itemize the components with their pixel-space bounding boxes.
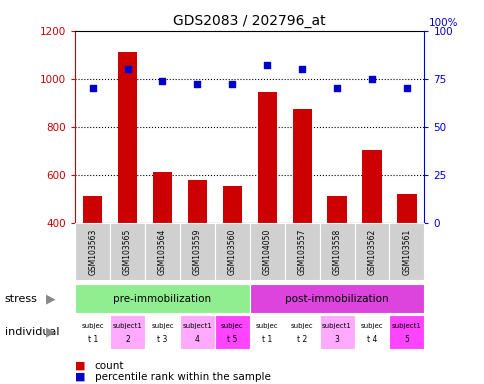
FancyBboxPatch shape: [319, 315, 354, 349]
Text: 4: 4: [195, 335, 199, 344]
Text: GSM103565: GSM103565: [123, 228, 132, 275]
Text: GSM103564: GSM103564: [158, 228, 166, 275]
Bar: [327, 196, 346, 223]
Text: subjec: subjec: [81, 323, 104, 329]
Text: individual: individual: [5, 327, 59, 337]
FancyBboxPatch shape: [145, 315, 180, 349]
Bar: [152, 172, 172, 223]
FancyBboxPatch shape: [75, 315, 110, 349]
FancyBboxPatch shape: [75, 284, 249, 313]
Text: ▶: ▶: [46, 292, 56, 305]
Text: subject1: subject1: [182, 323, 212, 329]
Text: subjec: subjec: [290, 323, 313, 329]
FancyBboxPatch shape: [249, 315, 284, 349]
FancyBboxPatch shape: [389, 315, 424, 349]
Point: [228, 81, 236, 88]
Text: percentile rank within the sample: percentile rank within the sample: [94, 372, 270, 382]
Text: ▶: ▶: [46, 326, 56, 339]
Point: [158, 78, 166, 84]
Point: [263, 62, 271, 68]
Bar: [292, 109, 311, 223]
Text: 100%: 100%: [428, 18, 457, 28]
FancyBboxPatch shape: [180, 223, 214, 280]
FancyBboxPatch shape: [389, 223, 424, 280]
Text: subjec: subjec: [151, 323, 173, 329]
FancyBboxPatch shape: [249, 223, 284, 280]
Text: GSM104050: GSM104050: [262, 228, 271, 275]
Text: post-immobilization: post-immobilization: [285, 293, 388, 304]
Text: 2: 2: [125, 335, 130, 344]
Title: GDS2083 / 202796_at: GDS2083 / 202796_at: [173, 14, 325, 28]
Text: subjec: subjec: [221, 323, 243, 329]
Text: subject1: subject1: [321, 323, 351, 329]
FancyBboxPatch shape: [284, 223, 319, 280]
Text: ■: ■: [75, 361, 86, 371]
FancyBboxPatch shape: [284, 315, 319, 349]
Point: [367, 76, 375, 82]
Point: [193, 81, 201, 88]
Text: stress: stress: [5, 293, 38, 304]
FancyBboxPatch shape: [145, 223, 180, 280]
Text: 5: 5: [404, 335, 408, 344]
Text: GSM103560: GSM103560: [227, 228, 236, 275]
Text: GSM103557: GSM103557: [297, 228, 306, 275]
Bar: [222, 185, 242, 223]
Text: ■: ■: [75, 372, 86, 382]
Text: subjec: subjec: [360, 323, 382, 329]
Text: GSM103562: GSM103562: [367, 228, 376, 275]
Text: GSM103563: GSM103563: [88, 228, 97, 275]
FancyBboxPatch shape: [110, 223, 145, 280]
Text: GSM103559: GSM103559: [193, 228, 201, 275]
Text: subject1: subject1: [391, 323, 421, 329]
Point: [402, 85, 410, 91]
Text: t 4: t 4: [366, 335, 377, 344]
Point: [123, 66, 131, 72]
Text: t 3: t 3: [157, 335, 167, 344]
Point: [298, 66, 305, 72]
Text: pre-immobilization: pre-immobilization: [113, 293, 211, 304]
Bar: [396, 194, 416, 223]
FancyBboxPatch shape: [110, 315, 145, 349]
FancyBboxPatch shape: [354, 315, 389, 349]
Text: t 5: t 5: [227, 335, 237, 344]
FancyBboxPatch shape: [214, 315, 249, 349]
Bar: [257, 92, 276, 223]
FancyBboxPatch shape: [249, 284, 424, 313]
Text: t 1: t 1: [87, 335, 98, 344]
FancyBboxPatch shape: [214, 223, 249, 280]
FancyBboxPatch shape: [180, 315, 214, 349]
Text: t 1: t 1: [261, 335, 272, 344]
Bar: [187, 180, 207, 223]
Point: [333, 85, 340, 91]
FancyBboxPatch shape: [75, 223, 110, 280]
Bar: [118, 52, 137, 223]
FancyBboxPatch shape: [354, 223, 389, 280]
Bar: [83, 196, 102, 223]
Text: subject1: subject1: [112, 323, 142, 329]
Text: count: count: [94, 361, 124, 371]
Text: t 2: t 2: [296, 335, 307, 344]
Text: GSM103558: GSM103558: [332, 228, 341, 275]
Bar: [362, 149, 381, 223]
Text: subjec: subjec: [256, 323, 278, 329]
Point: [89, 85, 96, 91]
Text: 3: 3: [334, 335, 339, 344]
Text: GSM103561: GSM103561: [402, 228, 410, 275]
FancyBboxPatch shape: [319, 223, 354, 280]
